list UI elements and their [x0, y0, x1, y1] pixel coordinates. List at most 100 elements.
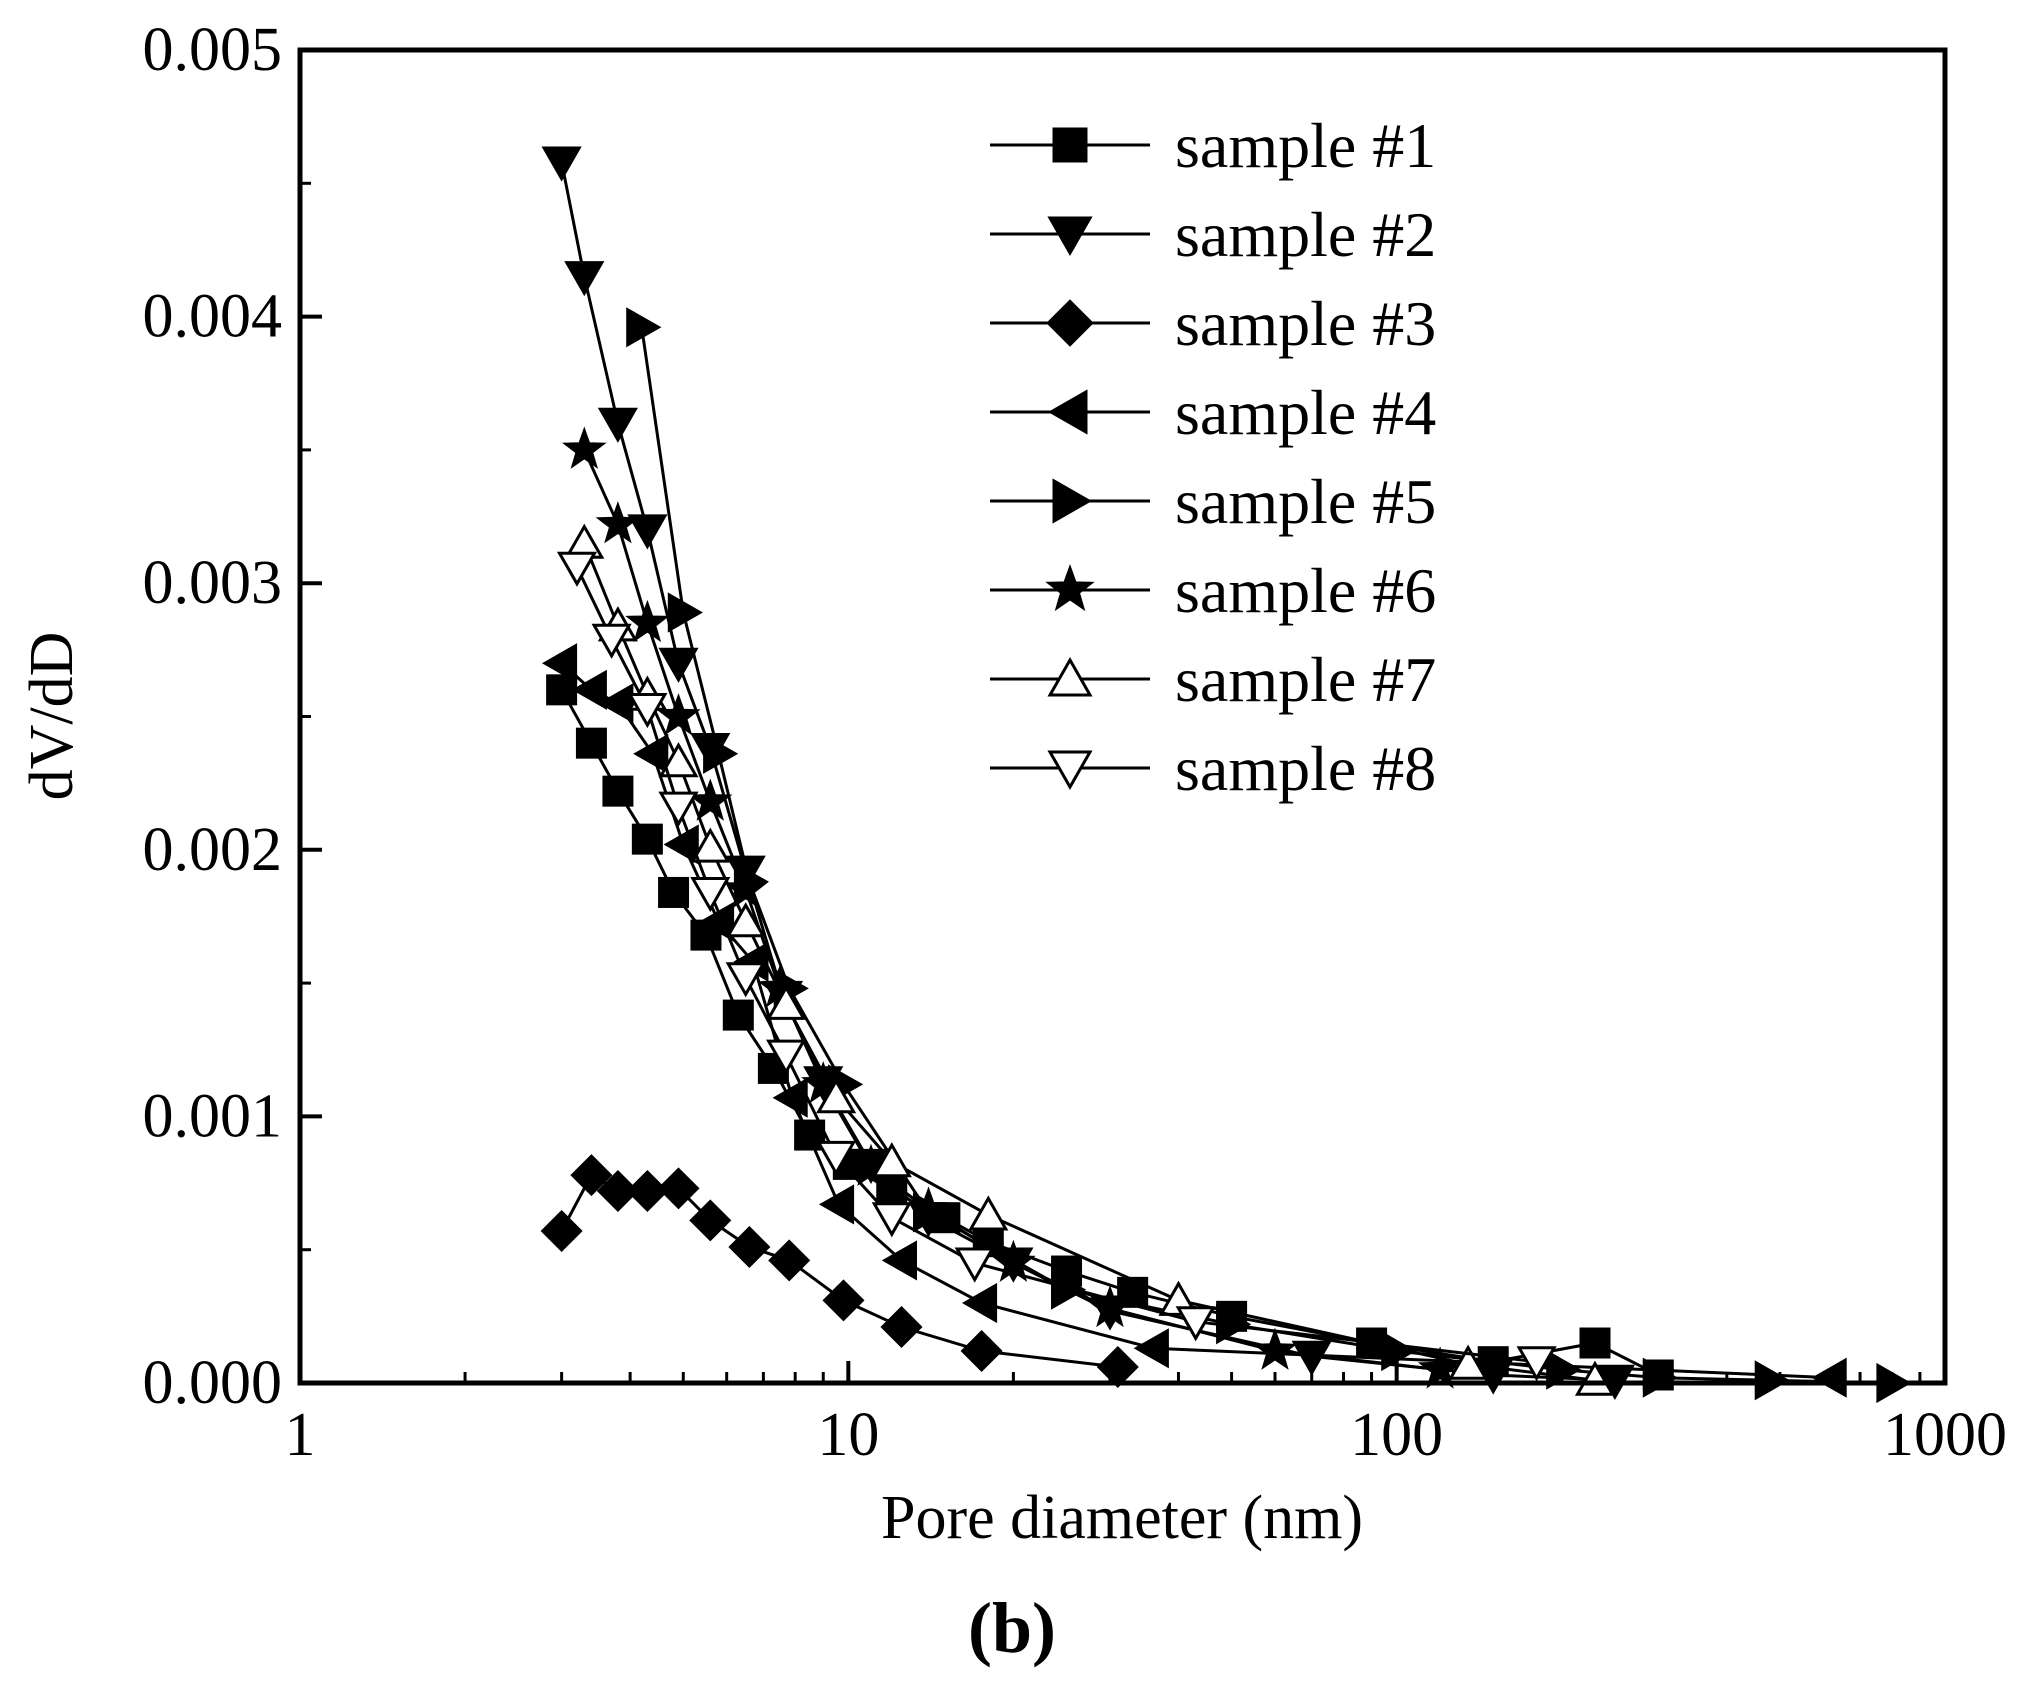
x-axis: 1 10 100 1000: [285, 1361, 2007, 1469]
legend-item: sample #2: [990, 199, 1436, 270]
legend-item: sample #4: [990, 377, 1436, 448]
data-point: [801, 1061, 846, 1104]
data-point: [689, 1199, 732, 1242]
data-point: [541, 643, 578, 684]
data-point: [625, 599, 670, 643]
data-point: [1175, 1306, 1216, 1342]
x-tick-label: 100: [1350, 1401, 1443, 1469]
data-point: [1579, 1327, 1611, 1359]
data-point: [667, 592, 703, 633]
data-point: [631, 823, 663, 855]
data-point: [595, 501, 641, 544]
data-point: [562, 426, 607, 469]
data-point: [1754, 1360, 1790, 1401]
data-point: [725, 902, 766, 938]
legend-marker: [1047, 656, 1093, 697]
legend-marker: [1047, 216, 1093, 257]
y-tick-label: 0.004: [143, 283, 283, 351]
data-point: [961, 1282, 998, 1324]
data-point: [728, 1225, 771, 1269]
y-tick-label: 0.005: [143, 16, 283, 84]
legend-marker: [1052, 127, 1088, 163]
legend-marker: [1046, 299, 1094, 347]
data-point: [627, 693, 668, 729]
data-point: [1811, 1357, 1847, 1398]
data-point: [657, 1167, 700, 1210]
legend-marker: [1047, 389, 1088, 435]
data-point: [960, 1329, 1003, 1373]
legend-label: sample #4: [1175, 377, 1436, 448]
x-tick-label: 10: [817, 1401, 879, 1469]
data-point: [626, 307, 662, 348]
data-point: [658, 876, 690, 908]
data-point: [571, 669, 607, 710]
legend-label: sample #3: [1175, 288, 1436, 359]
legend-item: sample #6: [990, 555, 1436, 626]
data-point: [658, 742, 699, 778]
data-point: [570, 1154, 613, 1197]
series-line: [640, 327, 1892, 1385]
y-tick-label: 0.002: [143, 816, 283, 884]
legend-item: sample #3: [990, 288, 1436, 359]
data-point: [540, 1209, 583, 1253]
data-point: [968, 1195, 1009, 1231]
series-1: [546, 674, 1674, 1391]
legend-label: sample #1: [1175, 110, 1436, 181]
data-point: [818, 1184, 855, 1225]
data-point: [591, 623, 632, 659]
data-point: [991, 1239, 1036, 1282]
data-point: [541, 146, 582, 182]
x-tick-label: 1000: [1883, 1401, 2007, 1469]
data-point: [658, 647, 699, 683]
data-point: [1448, 1344, 1489, 1380]
data-point: [597, 407, 638, 443]
data-point: [954, 1247, 995, 1283]
data-point: [1516, 1346, 1557, 1382]
legend-label: sample #5: [1175, 466, 1436, 537]
x-tick-label: 1: [285, 1401, 316, 1469]
legend-marker: [1047, 750, 1093, 791]
data-point: [575, 727, 607, 759]
data-point: [1574, 1360, 1616, 1396]
legend-item: sample #1: [990, 110, 1436, 181]
legend-marker: [1045, 563, 1095, 612]
data-point: [626, 1169, 669, 1213]
legend-label: sample #8: [1175, 733, 1436, 804]
data-point: [1417, 1346, 1463, 1389]
data-point: [658, 791, 699, 827]
y-tick-label: 0.001: [143, 1082, 283, 1150]
data-point: [690, 827, 731, 863]
data-point: [703, 733, 739, 774]
y-tick-label: 0.003: [143, 549, 283, 617]
data-point: [816, 1140, 857, 1177]
data-point: [816, 1078, 857, 1114]
data-point: [1252, 1327, 1298, 1370]
data-point: [556, 551, 598, 587]
legend-item: sample #8: [990, 733, 1436, 804]
data-point: [1133, 1328, 1169, 1369]
y-axis: 0.000 0.001 0.002 0.003 0.004 0.005: [143, 16, 322, 1417]
data-point: [596, 1169, 639, 1213]
series-6: [562, 426, 1463, 1389]
data-point: [602, 775, 634, 807]
series-layer: [540, 146, 1912, 1404]
y-axis-title: dV/dD: [18, 632, 86, 801]
legend-label: sample #7: [1175, 644, 1436, 715]
legend-marker: [1052, 478, 1093, 524]
data-point: [766, 984, 807, 1020]
data-point: [546, 674, 578, 706]
data-point: [1096, 1345, 1139, 1389]
series-line: [582, 449, 1441, 1372]
legend: sample #1 sample #2 sample #3 sample #4 samp…: [990, 110, 1436, 804]
legend-label: sample #2: [1175, 199, 1436, 270]
legend-label: sample #6: [1175, 555, 1436, 626]
data-point: [766, 1039, 807, 1075]
y-tick-label: 0.000: [143, 1349, 283, 1417]
data-point: [627, 514, 668, 550]
data-point: [880, 1305, 923, 1349]
panel-label: (b): [968, 1588, 1056, 1668]
data-point: [688, 778, 733, 821]
data-point: [722, 999, 754, 1031]
legend-item: sample #7: [990, 644, 1436, 715]
